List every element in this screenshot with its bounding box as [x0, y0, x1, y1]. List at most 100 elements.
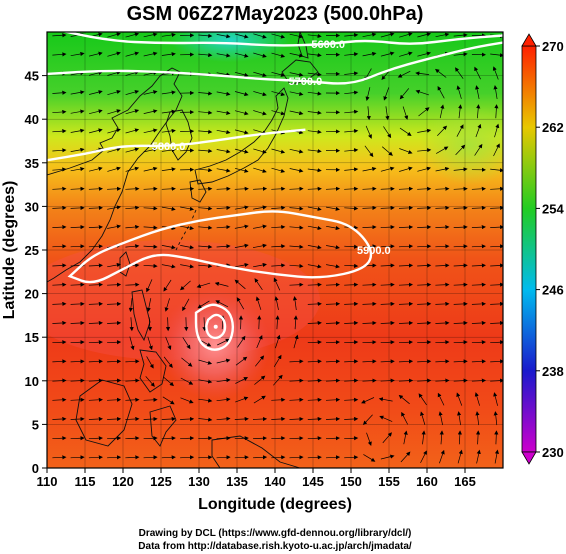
streamline-arrow — [362, 225, 377, 230]
axes: 110 115 120 125 130 135 140 145 150 155 160 165 0 5 10… — [25, 69, 476, 489]
streamline-arrow — [399, 88, 410, 100]
streamline-arrow — [474, 143, 483, 156]
streamline-arrow — [161, 128, 176, 133]
streamline-arrow — [216, 129, 231, 135]
streamline-arrow — [198, 52, 213, 58]
streamline-arrow — [89, 70, 103, 76]
streamline-arrow — [180, 455, 195, 460]
streamline-arrow — [143, 206, 158, 211]
streamline-arrow — [143, 455, 158, 460]
streamline-arrow — [88, 359, 103, 364]
colorbar: 230 238 246 254 262 270 — [521, 33, 564, 465]
streamline-arrow — [307, 206, 322, 211]
streamline-arrow — [417, 301, 432, 307]
y-tick-label: 0 — [32, 461, 39, 476]
streamline-arrow — [439, 104, 445, 119]
streamline-arrow — [253, 243, 267, 248]
streamline-arrow — [234, 148, 249, 154]
streamline-arrow — [234, 262, 249, 268]
streamline-arrow — [253, 129, 267, 135]
streamline-arrow — [398, 282, 414, 287]
streamline-arrow — [362, 414, 373, 426]
streamline-arrow — [289, 359, 304, 364]
streamline-arrow — [292, 296, 298, 311]
streamline-arrow — [271, 91, 286, 97]
streamline-arrow — [307, 72, 322, 77]
streamline-arrow — [289, 168, 304, 173]
streamline-arrow — [107, 205, 122, 210]
streamline-arrow — [88, 416, 103, 422]
streamline-arrow — [289, 455, 304, 460]
streamline-arrow — [380, 186, 395, 191]
streamline-arrow — [128, 298, 133, 313]
contour-line — [47, 41, 503, 85]
streamline-arrow — [471, 244, 486, 249]
streamline-arrow — [216, 34, 231, 39]
colorbar-top-arrow — [521, 33, 537, 47]
streamline-arrow — [380, 166, 395, 172]
streamline-arrow — [234, 205, 249, 210]
streamline-arrow — [216, 91, 231, 96]
streamline-arrow — [217, 338, 230, 346]
streamline-arrow — [456, 392, 463, 406]
streamline-arrow — [52, 436, 67, 441]
streamline-arrow — [161, 52, 176, 57]
streamline-arrow — [182, 298, 190, 312]
colorbar-tick-label: 262 — [542, 120, 564, 135]
streamline-arrow — [380, 359, 395, 364]
x-tick-label: 130 — [188, 474, 210, 489]
streamline-arrow — [325, 436, 341, 441]
streamline-arrow — [344, 52, 359, 57]
streamline-arrow — [236, 297, 245, 310]
streamline-arrow — [475, 123, 482, 138]
streamline-arrow — [70, 397, 85, 402]
streamline-arrow — [362, 378, 377, 383]
streamline-arrow — [70, 128, 85, 133]
streamline-arrow — [216, 244, 231, 249]
streamline-arrow — [125, 70, 140, 76]
streamline-arrow — [361, 397, 375, 404]
streamline-arrow — [454, 67, 464, 79]
streamline-arrow — [380, 340, 395, 345]
streamline-arrow — [237, 335, 246, 348]
streamline-arrow — [89, 166, 103, 172]
streamline-arrow — [380, 378, 395, 383]
streamline-arrow — [161, 32, 176, 38]
streamline-arrow — [146, 298, 152, 313]
streamline-arrow — [380, 263, 395, 268]
streamline-arrow — [344, 301, 359, 307]
streamline-arrow — [307, 53, 322, 58]
streamline-arrow — [365, 87, 371, 101]
streamline-arrow — [417, 359, 432, 364]
streamline-arrow — [326, 206, 340, 211]
streamline-arrow — [435, 301, 450, 307]
streamline-arrow — [490, 186, 503, 191]
streamline-arrow — [125, 51, 140, 57]
streamline-arrow — [403, 430, 408, 445]
streamline-arrow — [107, 262, 122, 268]
streamline-arrow — [307, 301, 322, 307]
streamline-arrow — [125, 359, 140, 364]
streamline-arrow — [307, 436, 322, 441]
streamline-arrow — [289, 282, 304, 287]
streamline-arrow — [52, 129, 67, 134]
streamline-arrow — [234, 167, 249, 173]
streamline-arrow — [52, 397, 67, 402]
streamline-arrow — [180, 416, 195, 422]
streamline-arrow — [364, 68, 372, 81]
streamline-arrow — [438, 411, 443, 426]
streamline-arrow — [52, 320, 67, 326]
grid — [47, 32, 503, 468]
streamline-arrow — [89, 51, 103, 57]
streamline-arrow — [293, 334, 299, 349]
streamline-arrow — [456, 124, 464, 137]
streamline-arrow — [234, 243, 249, 248]
streamline-arrow — [162, 396, 175, 405]
streamline-arrow — [476, 104, 481, 119]
y-tick-label: 40 — [25, 112, 39, 127]
streamline-arrow — [198, 148, 213, 154]
contour-label: 5900.0 — [357, 245, 391, 257]
streamline-arrow — [471, 186, 486, 191]
height-contours: 5600.0 5700.0 5800.0 5900.0 — [47, 32, 503, 351]
streamline-arrow — [70, 90, 85, 95]
